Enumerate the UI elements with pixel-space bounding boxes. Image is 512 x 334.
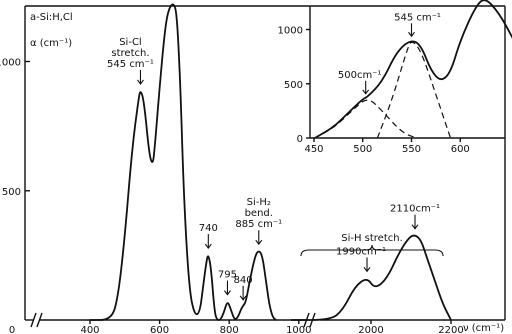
annotation-3-line-0: 795 bbox=[218, 270, 237, 281]
x-tick-label-4: 1000 bbox=[286, 325, 311, 334]
inset-series-line-1 bbox=[313, 99, 417, 139]
x-tick-label-3: 800 bbox=[220, 325, 239, 334]
annotation-0-line-0: Si-Cl bbox=[119, 37, 142, 48]
annotation-arrowhead-2 bbox=[204, 243, 212, 249]
annotation-6-line-0: 1990cm⁻¹ bbox=[336, 246, 386, 257]
annotation-arrowhead-6 bbox=[363, 267, 371, 273]
annotation-arrowhead-3 bbox=[224, 290, 231, 296]
x-tick-label-5: 2000 bbox=[358, 325, 383, 334]
inset-annotation-label-0: 500cm⁻¹ bbox=[338, 70, 382, 81]
annotation-0-line-2: 545 cm⁻¹ bbox=[107, 59, 154, 70]
x-axis-label: ν (cm⁻¹) bbox=[463, 323, 504, 334]
x-tick-label-1: 400 bbox=[80, 325, 99, 334]
axis-break-left-b bbox=[36, 312, 43, 328]
inset-series-line-0 bbox=[316, 0, 512, 138]
main-series-line-1 bbox=[290, 234, 452, 321]
inset-y-tick-label-1: 500 bbox=[284, 80, 303, 91]
inset-series-line-2 bbox=[376, 41, 452, 139]
annotation-5-line-0: Si-H₂ bbox=[247, 197, 271, 208]
main-ticks: 0 400 600 800 1000 2000 2200 500 1000 bbox=[0, 58, 464, 334]
annotation-arrowhead-7 bbox=[411, 224, 419, 230]
inset-y-tick-label-2: 1000 bbox=[278, 26, 303, 37]
y-tick-label-1: 1000 bbox=[0, 58, 21, 69]
axis-break-left-a bbox=[30, 312, 37, 328]
x-tick-label-6: 2200 bbox=[438, 325, 463, 334]
si-h-stretch-brace bbox=[300, 244, 444, 257]
inset-x-tick-label-1: 500 bbox=[353, 144, 372, 155]
inset-x-tick-label-2: 550 bbox=[402, 144, 421, 155]
annotation-arrowhead-4 bbox=[239, 295, 247, 301]
chart-title: a-Si:H,Cl bbox=[30, 12, 73, 23]
annotation-2-line-0: 740 bbox=[199, 223, 218, 234]
inset-axes bbox=[309, 6, 505, 139]
x-tick-label-2: 600 bbox=[150, 325, 169, 334]
inset-annotation-arrowhead-0 bbox=[362, 89, 370, 95]
inset-annotation-label-1: 545 cm⁻¹ bbox=[394, 12, 441, 23]
annotation-7-line-0: 2110cm⁻¹ bbox=[390, 204, 440, 215]
inset-series bbox=[313, 0, 512, 139]
annotation-5-line-2: 885 cm⁻¹ bbox=[235, 219, 282, 230]
main-series-line-0 bbox=[89, 3, 277, 321]
inset-annotations: 500cm⁻¹ 545 cm⁻¹ bbox=[338, 12, 441, 95]
annotation-4-line-0: 840 bbox=[234, 275, 253, 286]
inset-ticks: 450 500 550 600 0 500 1000 bbox=[278, 26, 470, 156]
annotation-arrowhead-5 bbox=[255, 239, 263, 246]
annotation-5-line-1: bend. bbox=[245, 208, 273, 219]
y-tick-label-0: 500 bbox=[2, 187, 21, 198]
annotation-arrowhead-0 bbox=[137, 79, 144, 85]
main-series bbox=[89, 3, 452, 321]
inset-annotation-arrowhead-1 bbox=[408, 31, 415, 38]
inset-x-tick-label-0: 450 bbox=[304, 144, 323, 155]
si-h-stretch-label: Si-H stretch. bbox=[341, 233, 403, 244]
y-axis-label: α (cm⁻¹) bbox=[30, 38, 72, 49]
annotation-0-line-1: stretch. bbox=[111, 48, 149, 59]
x-tick-label-0: 0 bbox=[9, 325, 15, 334]
inset-x-tick-label-3: 600 bbox=[451, 144, 470, 155]
inset-y-tick-label-0: 0 bbox=[297, 134, 303, 145]
